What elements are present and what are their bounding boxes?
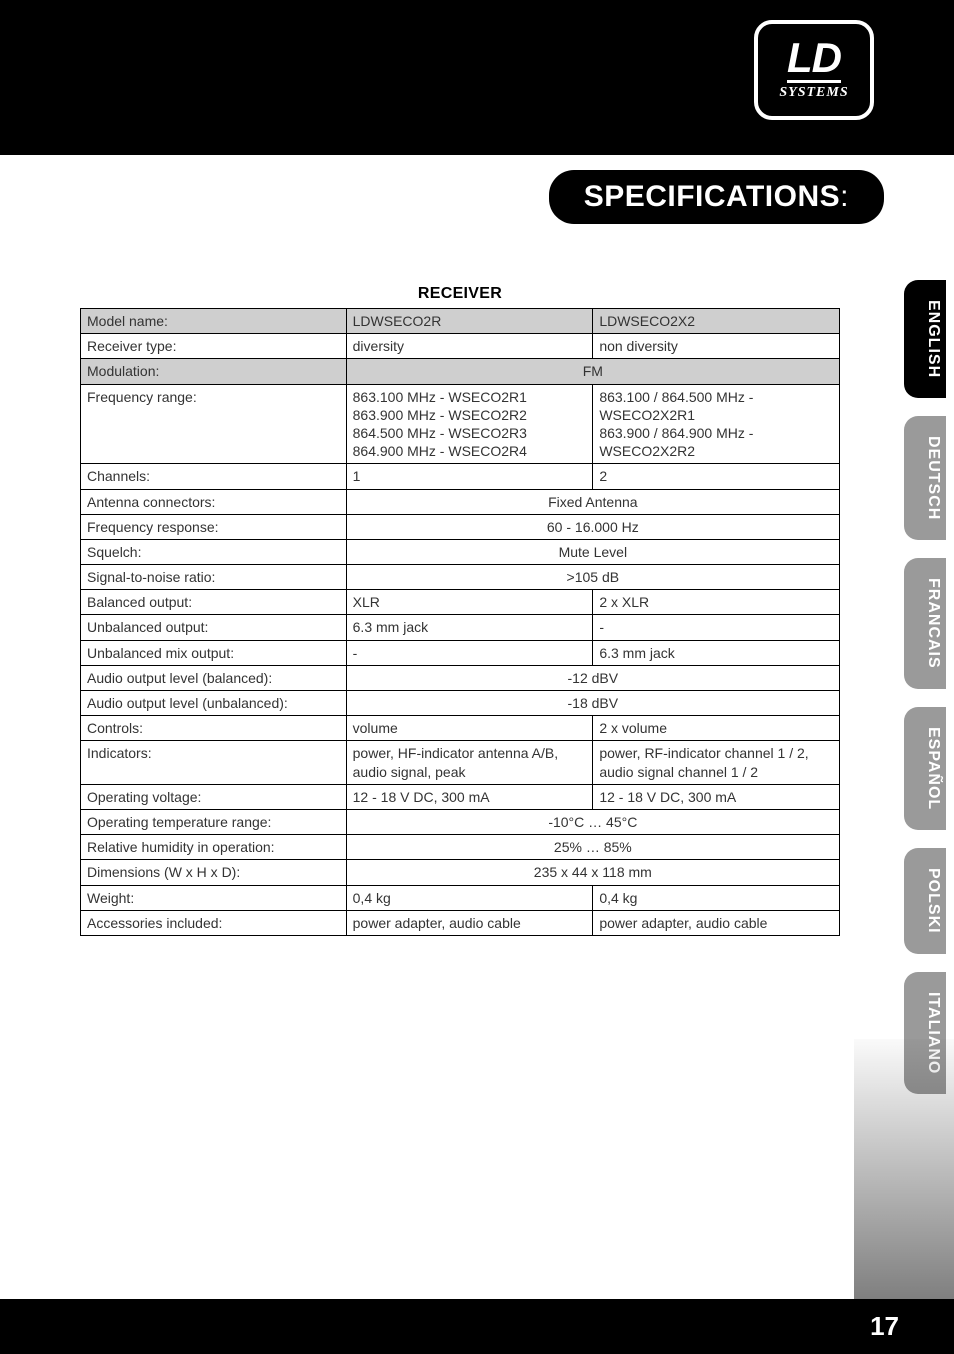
row-label: Frequency response: — [81, 514, 347, 539]
row-label: Audio output level (balanced): — [81, 665, 347, 690]
row-value-1: 12 - 18 V DC, 300 mA — [346, 784, 593, 809]
row-value-merged: FM — [346, 359, 839, 384]
table-row: Receiver type:diversitynon diversity — [81, 334, 840, 359]
table-row: Accessories included:power adapter, audi… — [81, 910, 840, 935]
row-value-1: LDWSECO2R — [346, 309, 593, 334]
logo-text-systems: SYSTEMS — [779, 85, 848, 101]
row-label: Weight: — [81, 885, 347, 910]
language-tab[interactable]: DEUTSCH — [904, 416, 946, 540]
table-row: Unbalanced mix output:-6.3 mm jack — [81, 640, 840, 665]
row-value-2: LDWSECO2X2 — [593, 309, 840, 334]
row-value-2: 863.100 / 864.500 MHz -WSECO2X2R1863.900… — [593, 384, 840, 464]
footer-bar: 17 — [0, 1299, 954, 1354]
table-row: Indicators:power, HF-indicator antenna A… — [81, 741, 840, 784]
table-row: Controls:volume2 x volume — [81, 716, 840, 741]
row-value-merged: 25% … 85% — [346, 835, 839, 860]
row-label: Signal-to-noise ratio: — [81, 565, 347, 590]
header-bar: LD SYSTEMS — [0, 0, 954, 155]
row-value-merged: Mute Level — [346, 539, 839, 564]
row-value-2: 12 - 18 V DC, 300 mA — [593, 784, 840, 809]
table-row: Operating voltage:12 - 18 V DC, 300 mA12… — [81, 784, 840, 809]
table-row: Balanced output:XLR2 x XLR — [81, 590, 840, 615]
language-tab[interactable]: ESPAÑOL — [904, 707, 946, 830]
table-row: Signal-to-noise ratio:>105 dB — [81, 565, 840, 590]
language-tab[interactable]: POLSKI — [904, 848, 946, 954]
section-title: RECEIVER — [80, 285, 840, 303]
table-row: Relative humidity in operation:25% … 85% — [81, 835, 840, 860]
row-label: Modulation: — [81, 359, 347, 384]
row-label: Unbalanced mix output: — [81, 640, 347, 665]
row-value-1: - — [346, 640, 593, 665]
row-value-2: 6.3 mm jack — [593, 640, 840, 665]
row-label: Dimensions (W x H x D): — [81, 860, 347, 885]
table-row: Dimensions (W x H x D):235 x 44 x 118 mm — [81, 860, 840, 885]
row-value-2: 2 x XLR — [593, 590, 840, 615]
page-title-pill: SPECIFICATIONS: — [549, 170, 884, 224]
row-value-1: 0,4 kg — [346, 885, 593, 910]
row-value-1: 1 — [346, 464, 593, 489]
table-row: Modulation:FM — [81, 359, 840, 384]
table-row: Unbalanced output:6.3 mm jack- — [81, 615, 840, 640]
content-area: RECEIVER Model name:LDWSECO2RLDWSECO2X2R… — [80, 285, 840, 936]
row-label: Relative humidity in operation: — [81, 835, 347, 860]
row-value-1: 6.3 mm jack — [346, 615, 593, 640]
row-label: Model name: — [81, 309, 347, 334]
table-row: Model name:LDWSECO2RLDWSECO2X2 — [81, 309, 840, 334]
spec-table: Model name:LDWSECO2RLDWSECO2X2Receiver t… — [80, 308, 840, 936]
logo-text-ld: LD — [787, 39, 841, 83]
row-value-merged: 235 x 44 x 118 mm — [346, 860, 839, 885]
language-tabs: ENGLISHDEUTSCHFRANCAISESPAÑOLPOLSKIITALI… — [904, 280, 954, 1094]
row-value-2: 2 x volume — [593, 716, 840, 741]
row-label: Unbalanced output: — [81, 615, 347, 640]
row-value-merged: Fixed Antenna — [346, 489, 839, 514]
language-tab[interactable]: ENGLISH — [904, 280, 946, 398]
row-label: Indicators: — [81, 741, 347, 784]
row-label: Operating temperature range: — [81, 809, 347, 834]
row-value-merged: -12 dBV — [346, 665, 839, 690]
row-value-2: 0,4 kg — [593, 885, 840, 910]
row-value-1: 863.100 MHz - WSECO2R1863.900 MHz - WSEC… — [346, 384, 593, 464]
row-value-merged: >105 dB — [346, 565, 839, 590]
row-label: Balanced output: — [81, 590, 347, 615]
row-value-1: power, HF-indicator antenna A/B,audio si… — [346, 741, 593, 784]
row-value-merged: -10°C … 45°C — [346, 809, 839, 834]
row-value-2: power adapter, audio cable — [593, 910, 840, 935]
row-value-1: volume — [346, 716, 593, 741]
row-label: Controls: — [81, 716, 347, 741]
row-label: Frequency range: — [81, 384, 347, 464]
table-row: Frequency range:863.100 MHz - WSECO2R186… — [81, 384, 840, 464]
row-value-1: diversity — [346, 334, 593, 359]
table-row: Weight:0,4 kg0,4 kg — [81, 885, 840, 910]
table-row: Channels:12 — [81, 464, 840, 489]
row-label: Squelch: — [81, 539, 347, 564]
row-value-1: XLR — [346, 590, 593, 615]
table-row: Squelch:Mute Level — [81, 539, 840, 564]
row-label: Operating voltage: — [81, 784, 347, 809]
row-value-1: power adapter, audio cable — [346, 910, 593, 935]
table-row: Frequency response:60 - 16.000 Hz — [81, 514, 840, 539]
row-label: Channels: — [81, 464, 347, 489]
row-label: Accessories included: — [81, 910, 347, 935]
row-label: Antenna connectors: — [81, 489, 347, 514]
page-title-colon: : — [840, 180, 849, 213]
page-number: 17 — [870, 1311, 899, 1342]
row-value-2: non diversity — [593, 334, 840, 359]
row-value-2: power, RF-indicator channel 1 / 2,audio … — [593, 741, 840, 784]
footer-gradient — [854, 1039, 954, 1299]
language-tab[interactable]: FRANCAIS — [904, 558, 946, 689]
row-value-2: 2 — [593, 464, 840, 489]
row-label: Receiver type: — [81, 334, 347, 359]
row-value-merged: 60 - 16.000 Hz — [346, 514, 839, 539]
table-row: Antenna connectors:Fixed Antenna — [81, 489, 840, 514]
brand-logo: LD SYSTEMS — [754, 20, 874, 120]
table-row: Audio output level (balanced):-12 dBV — [81, 665, 840, 690]
table-row: Operating temperature range:-10°C … 45°C — [81, 809, 840, 834]
row-value-merged: -18 dBV — [346, 691, 839, 716]
page-title: SPECIFICATIONS — [584, 180, 840, 213]
row-value-2: - — [593, 615, 840, 640]
table-row: Audio output level (unbalanced):-18 dBV — [81, 691, 840, 716]
row-label: Audio output level (unbalanced): — [81, 691, 347, 716]
